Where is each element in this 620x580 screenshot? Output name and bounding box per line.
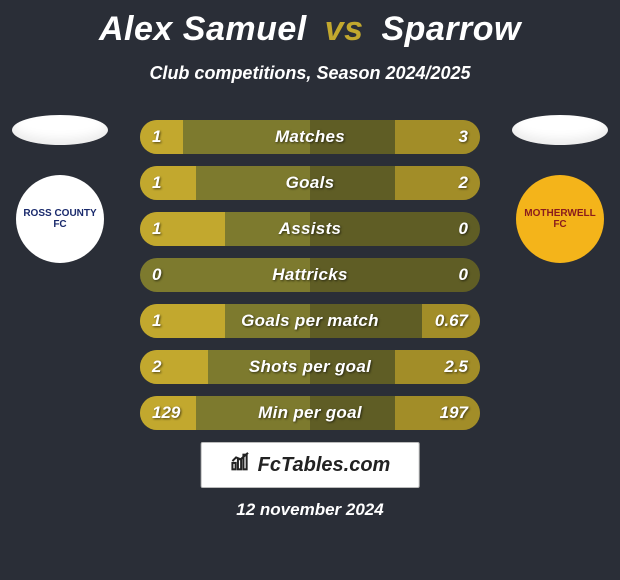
right-team-column: MOTHERWELL FC <box>500 115 620 263</box>
chart-icon <box>230 451 252 479</box>
stat-value-left: 1 <box>152 166 161 200</box>
left-flag-ellipse <box>12 115 108 145</box>
stat-value-left: 129 <box>152 396 180 430</box>
right-team-badge-label: MOTHERWELL FC <box>520 208 600 230</box>
stat-value-left: 1 <box>152 304 161 338</box>
left-team-badge: ROSS COUNTY FC <box>16 175 104 263</box>
right-flag-ellipse <box>512 115 608 145</box>
subtitle: Club competitions, Season 2024/2025 <box>0 63 620 84</box>
stat-label: Matches <box>140 120 480 154</box>
stat-row: Min per goal129 197 <box>140 396 480 430</box>
stat-label: Hattricks <box>140 258 480 292</box>
stat-value-left: 1 <box>152 212 161 246</box>
stat-label: Goals per match <box>140 304 480 338</box>
stat-value-right: 0 <box>459 212 468 246</box>
title-player-right: Sparrow <box>381 10 521 48</box>
stat-value-right: 2 <box>459 166 468 200</box>
stat-row: Goals per match1 0.67 <box>140 304 480 338</box>
left-team-column: ROSS COUNTY FC <box>0 115 120 263</box>
stat-value-right: 0.67 <box>435 304 468 338</box>
date-text: 12 november 2024 <box>0 500 620 520</box>
stat-label: Min per goal <box>140 396 480 430</box>
stat-value-left: 1 <box>152 120 161 154</box>
stat-value-right: 3 <box>459 120 468 154</box>
brand-badge: FcTables.com <box>201 442 420 488</box>
page-title: Alex Samuel vs Sparrow <box>0 0 620 49</box>
left-team-badge-label: ROSS COUNTY FC <box>20 208 100 230</box>
stat-row: Goals1 2 <box>140 166 480 200</box>
stat-value-right: 2.5 <box>444 350 468 384</box>
right-team-badge: MOTHERWELL FC <box>516 175 604 263</box>
stat-row: Shots per goal2 2.5 <box>140 350 480 384</box>
stat-label: Goals <box>140 166 480 200</box>
stat-row: Matches1 3 <box>140 120 480 154</box>
stat-row: Hattricks0 0 <box>140 258 480 292</box>
stat-value-right: 0 <box>459 258 468 292</box>
title-player-left: Alex Samuel <box>99 10 307 48</box>
brand-text: FcTables.com <box>258 454 391 477</box>
title-vs: vs <box>325 10 364 48</box>
stat-value-left: 2 <box>152 350 161 384</box>
stat-label: Assists <box>140 212 480 246</box>
stat-value-left: 0 <box>152 258 161 292</box>
stats-panel: Matches13Goals12Assists10Hattricks00Goal… <box>140 120 480 442</box>
stat-value-right: 197 <box>440 396 468 430</box>
stat-row: Assists1 0 <box>140 212 480 246</box>
stat-label: Shots per goal <box>140 350 480 384</box>
